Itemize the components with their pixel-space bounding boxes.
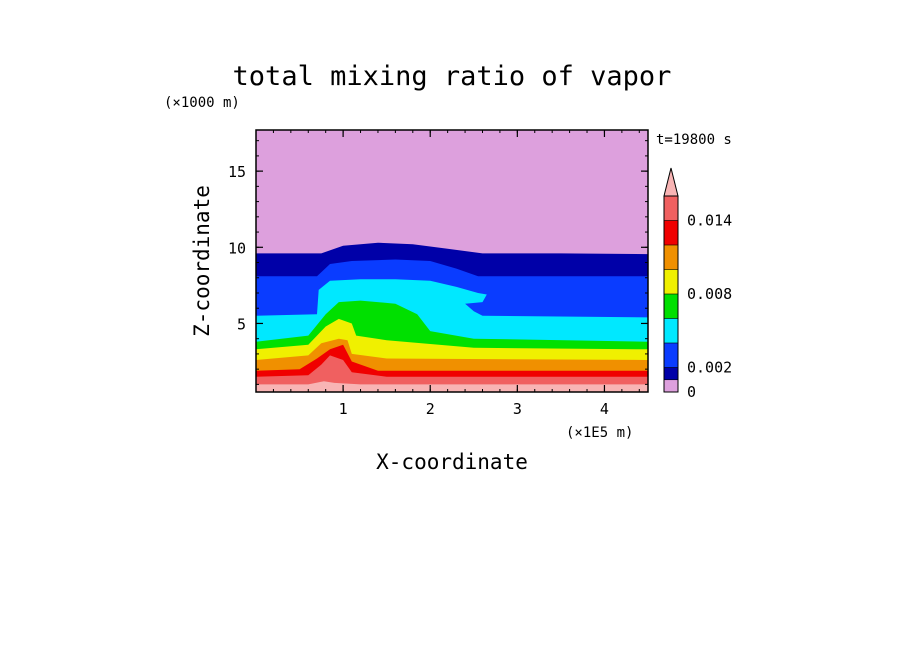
x-axis-title: X-coordinate (376, 450, 528, 474)
plot-frame (255, 129, 649, 393)
colorbar-frame (663, 195, 679, 393)
x-tick-label: 4 (600, 400, 609, 418)
y-tick-label: 10 (228, 239, 246, 257)
colorbar-label: 0 (687, 383, 696, 401)
plot-area (256, 130, 648, 392)
x-axis: 1 2 3 4 (272, 130, 640, 418)
colorbar-segment (664, 294, 678, 319)
colorbar-label: 0.014 (687, 212, 732, 230)
colorbar-segment (664, 220, 678, 245)
colorbar-label: 0.002 (687, 359, 732, 377)
colorbar-segment (664, 245, 678, 270)
contour-layer-L8 (256, 355, 648, 392)
colorbar-label: 0.008 (687, 285, 732, 303)
y-axis-title: Z-coordinate (190, 185, 214, 337)
x-tick-label: 3 (513, 400, 522, 418)
x-tick-label: 2 (426, 400, 435, 418)
colorbar-segment (664, 318, 678, 343)
y-axis: 5 10 15 (228, 140, 648, 385)
colorbar-segment (664, 196, 678, 221)
y-tick-label: 5 (237, 315, 246, 333)
time-label: t=19800 s (656, 132, 732, 148)
colorbar-segment (664, 379, 678, 392)
x-tick-label: 1 (339, 400, 348, 418)
colorbar-segment (664, 367, 678, 380)
chart-title: total mixing ratio of vapor (233, 61, 672, 92)
y-tick-label: 15 (228, 163, 246, 181)
y-unit-label: (×1000 m) (164, 95, 240, 111)
contour-layer-L9 (256, 381, 648, 392)
colorbar: 0 0.002 0.008 0.014 (663, 167, 732, 401)
x-unit-label: (×1E5 m) (566, 425, 633, 441)
colorbar-segment (664, 343, 678, 368)
colorbar-segment (664, 269, 678, 294)
colorbar-extend-arrow (663, 167, 679, 197)
